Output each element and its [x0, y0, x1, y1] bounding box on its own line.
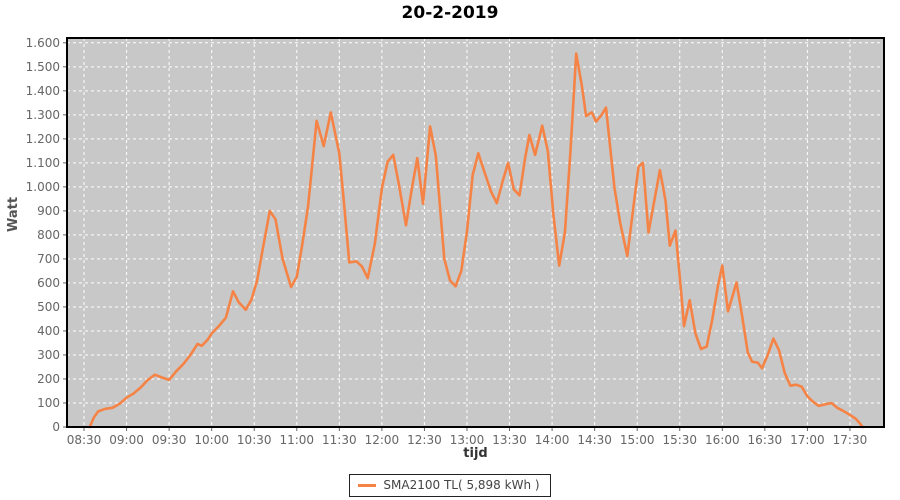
svg-text:12:00: 12:00 — [365, 433, 400, 447]
svg-text:1.500: 1.500 — [26, 60, 60, 74]
svg-text:09:30: 09:30 — [152, 433, 187, 447]
svg-text:1.100: 1.100 — [26, 156, 60, 170]
svg-text:1.200: 1.200 — [26, 132, 60, 146]
svg-text:100: 100 — [37, 396, 60, 410]
svg-text:15:00: 15:00 — [620, 433, 655, 447]
svg-text:08:30: 08:30 — [67, 433, 102, 447]
svg-text:13:00: 13:00 — [450, 433, 485, 447]
svg-text:400: 400 — [37, 324, 60, 338]
svg-text:10:30: 10:30 — [237, 433, 272, 447]
svg-text:17:30: 17:30 — [833, 433, 868, 447]
legend-series-label: SMA2100 TL( 5,898 kWh ) — [383, 478, 540, 492]
svg-text:15:30: 15:30 — [662, 433, 697, 447]
legend-box: SMA2100 TL( 5,898 kWh ) — [349, 474, 551, 497]
svg-text:14:00: 14:00 — [535, 433, 570, 447]
chart-title: 20-2-2019 — [401, 3, 499, 23]
svg-text:14:30: 14:30 — [577, 433, 612, 447]
svg-text:11:30: 11:30 — [322, 433, 357, 447]
x-axis-label: tijd — [463, 446, 488, 461]
legend-line-swatch — [358, 483, 377, 487]
svg-text:09:00: 09:00 — [109, 433, 144, 447]
svg-text:800: 800 — [37, 228, 60, 242]
svg-text:1.300: 1.300 — [26, 108, 60, 122]
svg-text:300: 300 — [37, 348, 60, 362]
svg-text:900: 900 — [37, 204, 60, 218]
svg-text:1.400: 1.400 — [26, 84, 60, 98]
svg-text:0: 0 — [52, 420, 60, 434]
svg-text:16:00: 16:00 — [705, 433, 740, 447]
svg-text:13:30: 13:30 — [492, 433, 527, 447]
svg-text:12:30: 12:30 — [407, 433, 442, 447]
svg-text:11:00: 11:00 — [279, 433, 314, 447]
svg-text:700: 700 — [37, 252, 60, 266]
svg-text:1.000: 1.000 — [26, 180, 60, 194]
y-axis-label: Watt — [6, 196, 21, 232]
svg-text:1.600: 1.600 — [26, 36, 60, 50]
svg-text:600: 600 — [37, 276, 60, 290]
svg-text:16:30: 16:30 — [748, 433, 783, 447]
svg-text:200: 200 — [37, 372, 60, 386]
svg-text:10:00: 10:00 — [194, 433, 229, 447]
legend: SMA2100 TL( 5,898 kWh ) — [0, 474, 900, 497]
svg-text:17:00: 17:00 — [790, 433, 825, 447]
plot-area: 0 100 200 300 400 500 600 700 800 900 1.000 1.100 1.… — [26, 36, 885, 447]
svg-text:500: 500 — [37, 300, 60, 314]
